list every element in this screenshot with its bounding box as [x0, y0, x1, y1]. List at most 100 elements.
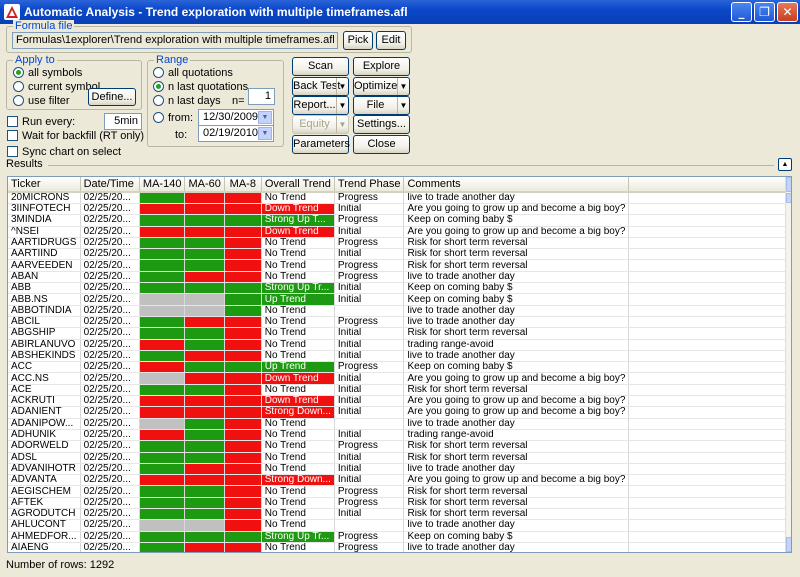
radio-use-filter[interactable]: use filter [13, 95, 70, 108]
date-cell: 02/25/20... [80, 463, 140, 476]
radio-n-last-days[interactable]: n last days [153, 95, 221, 108]
wait-backfill-checkbox[interactable]: Wait for backfill (RT only) [7, 130, 144, 143]
ma-60-cell [184, 339, 225, 351]
run-every-checkbox[interactable]: Run every: [7, 116, 75, 129]
table-row[interactable]: ADSL 02/25/20... No Trend Initial Risk for s… [8, 452, 791, 464]
results-grid[interactable]: Ticker Date/Time MA-140 MA-60 MA-8 Overa… [7, 176, 792, 553]
vertical-scrollbar[interactable]: ▲ ▼ [785, 177, 791, 552]
table-row[interactable]: ABB.NS 02/25/20... Up Trend Initial Keep on … [8, 293, 791, 306]
column-header-comments[interactable]: Comments [403, 177, 630, 193]
scan-button[interactable]: Scan [292, 57, 349, 76]
equity-button[interactable]: Equity ▼ [292, 115, 349, 134]
table-row[interactable]: ABBOTINDIA 02/25/20... No Trend live to tra… [8, 305, 791, 317]
column-header-trend-phase[interactable]: Trend Phase [334, 177, 405, 193]
table-row[interactable]: ABIRLANUVO 02/25/20... No Trend Initial trad… [8, 339, 791, 351]
comments-cell: Risk for short term reversal [403, 259, 630, 272]
column-header-ma-8[interactable]: MA-8 [224, 177, 262, 193]
formula-path-field[interactable]: Formulas\1explorer\Trend exploration wit… [12, 32, 338, 49]
ticker-cell: AIAENG [8, 542, 81, 552]
table-row[interactable]: AHMEDFOR... 02/25/20... Strong Up Tr... Pro… [8, 531, 791, 543]
dropdown-arrow-icon[interactable]: ▼ [397, 78, 409, 95]
table-row[interactable]: ABB 02/25/20... Strong Up Tr... Initial Keep… [8, 282, 791, 295]
comments-cell: live to trade another day [403, 519, 630, 532]
trend-phase-cell: Initial [334, 282, 405, 295]
dropdown-arrow-icon[interactable]: ▼ [397, 97, 409, 114]
scrollbar-thumb[interactable] [786, 193, 791, 203]
table-row[interactable]: ACKRUTI 02/25/20... Down Trend Initial Are y… [8, 395, 791, 408]
restore-button[interactable]: ❐ [754, 2, 775, 22]
table-row[interactable]: AARTIDRUGS 02/25/20... No Trend Progress Ris… [8, 237, 791, 250]
radio-n-last-quotations[interactable]: n last quotations [153, 81, 248, 94]
dropdown-arrow-icon[interactable]: ▼ [336, 116, 348, 133]
dropdown-arrow-icon[interactable]: ▼ [336, 78, 348, 95]
table-row[interactable]: 20MICRONS 02/25/20... No Trend Progress live… [8, 192, 791, 204]
close-window-button[interactable]: ✕ [777, 2, 798, 22]
column-header-ma-60[interactable]: MA-60 [184, 177, 225, 193]
radio-icon [153, 95, 164, 106]
parameters-button[interactable]: Parameters [292, 135, 350, 154]
n-input[interactable]: 1 [248, 88, 275, 105]
ma-8-cell [224, 282, 262, 295]
column-header-overall-trend[interactable]: Overall Trend [261, 177, 335, 193]
optimize-button[interactable]: Optimize ▼ [353, 77, 410, 96]
table-row[interactable]: AARVEEDEN 02/25/20... No Trend Progress Risk… [8, 259, 791, 272]
column-header-ma-140[interactable]: MA-140 [139, 177, 186, 193]
to-date-picker[interactable]: 02/19/2010 ▼ [198, 125, 274, 142]
from-date-picker[interactable]: 12/30/2009 ▼ [198, 109, 274, 126]
table-row[interactable]: ABGSHIP 02/25/20... No Trend Initial Risk fo… [8, 327, 791, 340]
collapse-up-icon[interactable]: ▲ [778, 158, 792, 171]
table-row[interactable]: AARTIIND 02/25/20... No Trend Initial Risk f… [8, 248, 791, 261]
table-row[interactable]: ADHUNIK 02/25/20... No Trend Initial trading… [8, 429, 791, 442]
table-row[interactable]: AEGISCHEM 02/25/20... No Trend Progress Risk… [8, 485, 791, 498]
table-row[interactable]: ADANIPOW... 02/25/20... No Trend live to tr… [8, 418, 791, 430]
ma-60-cell [184, 531, 225, 543]
table-row[interactable]: ABAN 02/25/20... No Trend Progress live to t… [8, 271, 791, 284]
back-test-button[interactable]: Back Test ▼ [292, 77, 349, 96]
table-row[interactable]: ADANIENT 02/25/20... Strong Down... Initial… [8, 406, 791, 419]
table-row[interactable]: AGRODUTCH 02/25/20... No Trend Initial Risk … [8, 508, 791, 521]
table-row[interactable]: AIAENG 02/25/20... No Trend Progress live to… [8, 542, 791, 552]
table-row[interactable]: ACC.NS 02/25/20... Down Trend Initial Are yo… [8, 372, 791, 385]
table-row[interactable]: ACE 02/25/20... No Trend Initial Risk for sh… [8, 384, 791, 397]
table-row[interactable]: AFTEK 02/25/20... No Trend Progress Risk for… [8, 497, 791, 510]
table-row[interactable]: ABSHEKINDS 02/25/20... No Trend Initial live… [8, 350, 791, 363]
date-cell: 02/25/20... [80, 519, 140, 532]
column-header-ticker[interactable]: Ticker [8, 177, 81, 193]
report-button[interactable]: Report... ▼ [292, 96, 349, 115]
table-row[interactable]: ACC 02/25/20... Up Trend Progress Keep on co… [8, 361, 791, 374]
empty-cell [628, 192, 791, 204]
table-row[interactable]: AHLUCONT 02/25/20... No Trend live to trade… [8, 519, 791, 532]
table-row[interactable]: ADVANTA 02/25/20... Strong Down... Initial A… [8, 474, 791, 487]
date-cell: 02/25/20... [80, 531, 140, 543]
scroll-down-icon[interactable]: ▼ [786, 537, 791, 552]
file-button[interactable]: File ▼ [353, 96, 410, 115]
comments-cell: Keep on coming baby $ [403, 293, 630, 306]
dropdown-arrow-icon[interactable]: ▼ [336, 97, 348, 114]
radio-current-symbol[interactable]: current symbol [13, 81, 100, 94]
radio-from[interactable]: from: [153, 112, 193, 125]
minimize-button[interactable]: _ [731, 2, 752, 22]
trend-phase-cell: Initial [334, 203, 405, 216]
radio-all-quotations[interactable]: all quotations [153, 67, 233, 80]
radio-all-symbols[interactable]: all symbols [13, 67, 82, 80]
sync-chart-checkbox[interactable]: Sync chart on select [7, 146, 121, 159]
table-row[interactable]: ADORWELD 02/25/20... No Trend Progress Risk … [8, 440, 791, 453]
dropdown-arrow-icon[interactable]: ▼ [258, 111, 272, 124]
explore-button[interactable]: Explore [353, 57, 410, 76]
run-every-input[interactable]: 5min [104, 113, 142, 130]
table-row[interactable]: 3IINFOTECH 02/25/20... Down Trend Initial Ar… [8, 203, 791, 216]
define-button[interactable]: Define... [88, 88, 136, 106]
settings-button[interactable]: Settings... [353, 115, 410, 134]
pick-button[interactable]: Pick [343, 31, 373, 50]
table-row[interactable]: ADVANIHOTR 02/25/20... No Trend Initial live… [8, 463, 791, 476]
table-row[interactable]: ^NSEI 02/25/20... Down Trend Initial Are you… [8, 226, 791, 238]
scroll-up-icon[interactable]: ▲ [786, 177, 791, 192]
dropdown-arrow-icon[interactable]: ▼ [258, 127, 272, 140]
close-button[interactable]: Close [353, 135, 410, 154]
table-row[interactable]: ABCIL 02/25/20... No Trend Progress live to … [8, 316, 791, 329]
table-row[interactable]: 3MINDIA 02/25/20... Strong Up T... Progress… [8, 214, 791, 227]
date-cell: 02/25/20... [80, 395, 140, 408]
column-header-date-time[interactable]: Date/Time [80, 177, 140, 193]
edit-button[interactable]: Edit [376, 31, 406, 50]
ma-140-cell [139, 226, 186, 238]
